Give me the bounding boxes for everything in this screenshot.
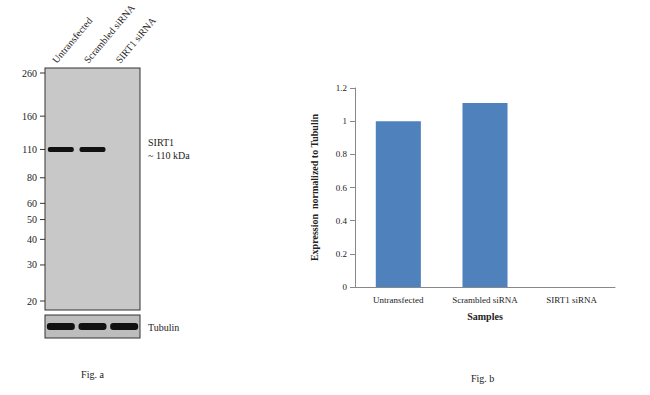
svg-text:30: 30	[27, 259, 37, 270]
svg-text:Samples: Samples	[467, 311, 503, 322]
svg-text:0.4: 0.4	[336, 216, 348, 226]
svg-text:SIRT1: SIRT1	[148, 137, 174, 148]
svg-text:110: 110	[22, 144, 37, 155]
svg-text:0.8: 0.8	[336, 149, 348, 159]
svg-text:60: 60	[27, 198, 37, 209]
svg-text:260: 260	[22, 68, 37, 79]
svg-text:SIRT1 siRNA: SIRT1 siRNA	[546, 295, 597, 305]
svg-text:Fig. b: Fig. b	[471, 373, 494, 384]
svg-text:0: 0	[343, 282, 348, 292]
svg-text:Scrambled siRNA: Scrambled siRNA	[452, 295, 518, 305]
svg-text:SIRT1 siRNA: SIRT1 siRNA	[113, 14, 158, 65]
svg-text:Fig. a: Fig. a	[81, 369, 104, 380]
svg-text:80: 80	[27, 172, 37, 183]
svg-text:~ 110 kDa: ~ 110 kDa	[148, 150, 190, 161]
svg-text:Untransfected: Untransfected	[373, 295, 424, 305]
svg-text:40: 40	[27, 234, 37, 245]
svg-text:Expression normalized to Tubu: Expression normalized to Tubulin	[309, 114, 320, 262]
svg-text:1.2: 1.2	[336, 83, 347, 93]
svg-text:1: 1	[343, 116, 348, 126]
svg-text:160: 160	[22, 111, 37, 122]
svg-text:Scrambled siRNA: Scrambled siRNA	[81, 2, 137, 66]
svg-text:0.6: 0.6	[336, 183, 348, 193]
svg-text:50: 50	[27, 214, 37, 225]
svg-text:20: 20	[27, 296, 37, 307]
svg-text:Tubulin: Tubulin	[148, 322, 179, 333]
svg-text:0.2: 0.2	[336, 249, 347, 259]
svg-text:Untransfected: Untransfected	[49, 15, 95, 66]
